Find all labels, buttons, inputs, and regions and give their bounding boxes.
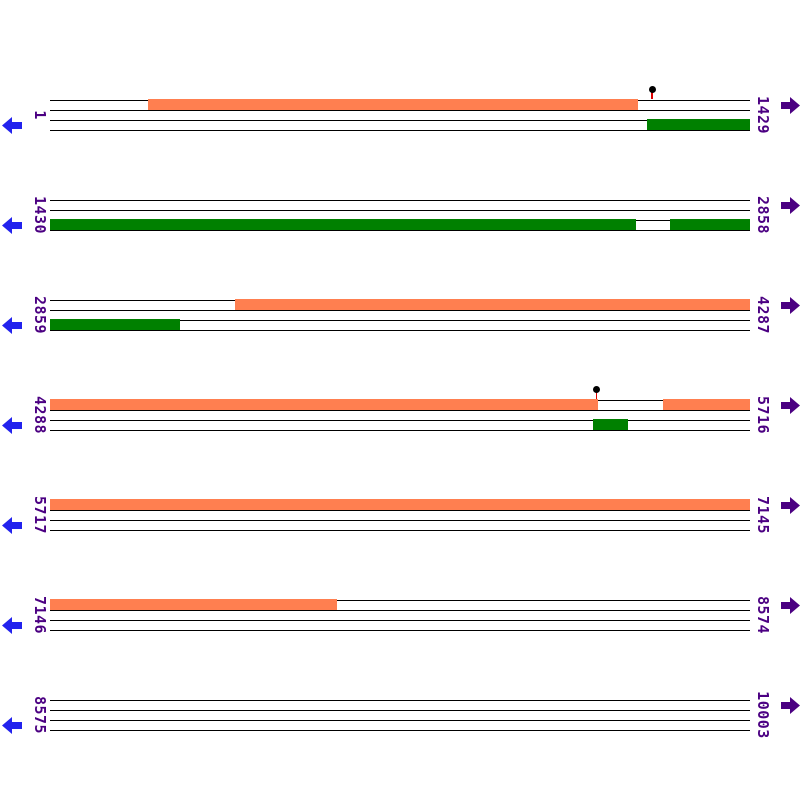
segment-end-label: 8574 xyxy=(754,595,772,635)
right-arrow-icon xyxy=(781,397,800,414)
sequence-row: 2859 4287 xyxy=(0,280,800,350)
left-arrow-icon xyxy=(2,216,22,234)
strand-line xyxy=(50,610,750,612)
strand-line xyxy=(50,720,750,722)
segment-end-label: 10003 xyxy=(754,691,772,739)
segment-start-label: 2859 xyxy=(31,295,49,335)
pin-stem xyxy=(595,392,598,399)
right-arrow-icon xyxy=(781,497,800,514)
left-arrow-icon xyxy=(2,416,22,434)
forward-feature-bar[interactable] xyxy=(50,398,599,410)
right-arrow-icon xyxy=(781,197,800,214)
strand-line xyxy=(50,130,750,132)
forward-feature-bar[interactable] xyxy=(50,498,750,510)
strand-line xyxy=(50,110,750,112)
sequence-row: 1430 2858 xyxy=(0,180,800,250)
strand-line xyxy=(50,410,750,412)
sequence-row: 4288 5716 xyxy=(0,380,800,450)
segment-start-label: 4288 xyxy=(31,395,49,435)
left-arrow-icon xyxy=(2,516,22,534)
forward-feature-bar[interactable] xyxy=(234,298,750,310)
forward-feature-bar[interactable] xyxy=(50,598,337,610)
strand-line xyxy=(50,700,750,702)
reverse-feature-bar[interactable] xyxy=(670,218,750,230)
strand-line xyxy=(50,210,750,212)
forward-feature-bar[interactable] xyxy=(148,98,638,110)
segment-end-label: 5716 xyxy=(754,395,772,435)
segment-start-label: 7146 xyxy=(31,595,49,635)
segment-start-label: 5717 xyxy=(31,495,49,535)
right-arrow-icon xyxy=(781,97,800,114)
sequence-row: 7146 8574 xyxy=(0,580,800,650)
reverse-feature-bar[interactable] xyxy=(50,218,636,230)
strand-line xyxy=(50,520,750,522)
segment-start-label: 8575 xyxy=(31,695,49,735)
strand-line xyxy=(50,200,750,202)
segment-start-label: 1430 xyxy=(31,195,49,235)
segment-end-label: 1429 xyxy=(754,95,772,135)
left-arrow-icon xyxy=(2,616,22,634)
feature-pin-icon[interactable] xyxy=(648,85,656,93)
right-arrow-icon xyxy=(781,697,800,714)
strand-line xyxy=(50,530,750,532)
strand-line xyxy=(50,620,750,622)
feature-pin-icon[interactable] xyxy=(593,385,601,393)
strand-line xyxy=(50,730,750,732)
strand-line xyxy=(50,600,750,602)
sequence-row: 8575 10003 xyxy=(0,680,800,750)
strand-line xyxy=(50,320,750,322)
strand-line xyxy=(50,120,750,122)
forward-feature-bar[interactable] xyxy=(663,398,750,410)
reverse-feature-bar[interactable] xyxy=(50,318,181,330)
strand-line xyxy=(50,310,750,312)
segment-end-label: 4287 xyxy=(754,295,772,335)
segment-start-label: 1 xyxy=(31,110,49,120)
strand-line xyxy=(50,510,750,512)
strand-line xyxy=(50,710,750,712)
strand-line xyxy=(50,430,750,432)
segment-end-label: 7145 xyxy=(754,495,772,535)
sequence-row: 5717 7145 xyxy=(0,480,800,550)
right-arrow-icon xyxy=(781,297,800,314)
left-arrow-icon xyxy=(2,316,22,334)
strand-line xyxy=(50,230,750,232)
reverse-feature-bar[interactable] xyxy=(593,418,629,430)
strand-line xyxy=(50,420,750,422)
reverse-feature-bar[interactable] xyxy=(647,118,750,130)
sequence-row: 1 1429 xyxy=(0,80,800,150)
left-arrow-icon xyxy=(2,716,22,734)
pin-stem xyxy=(651,92,653,99)
strand-line xyxy=(50,630,750,632)
strand-line xyxy=(50,330,750,332)
left-arrow-icon xyxy=(2,116,22,134)
right-arrow-icon xyxy=(781,597,800,614)
segment-end-label: 2858 xyxy=(754,195,772,235)
